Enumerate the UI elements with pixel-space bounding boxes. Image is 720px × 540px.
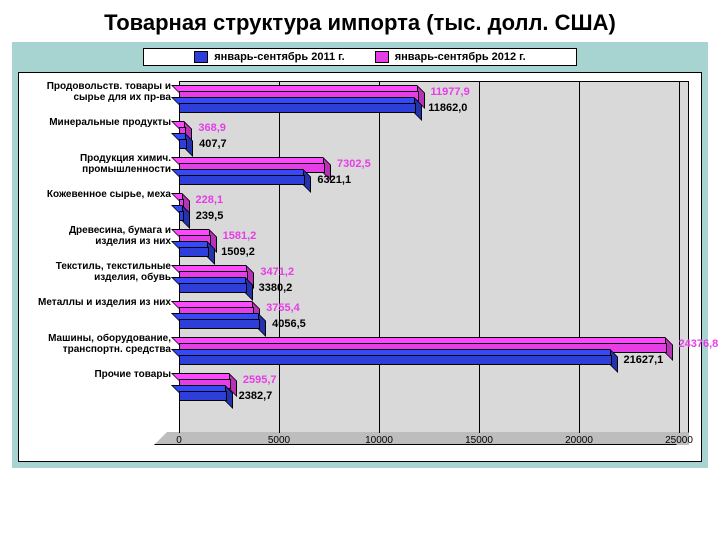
category-label: Прочие товары: [29, 369, 171, 380]
legend-label-2012: январь-сентябрь 2012 г.: [395, 51, 526, 63]
x-tick-label: 10000: [365, 435, 393, 446]
value-label-series1: 11862,0: [428, 102, 467, 114]
bar-series1: [179, 103, 416, 113]
gridline: [279, 81, 280, 433]
value-label-series1: 1509,2: [221, 246, 255, 258]
x-tick-label: 20000: [565, 435, 593, 446]
gridline: [479, 81, 480, 433]
legend-item-2012: январь-сентябрь 2012 г.: [375, 51, 526, 63]
value-label-series2: 368,9: [198, 122, 226, 134]
value-label-series2: 3471,2: [260, 266, 294, 278]
category-label: Минеральные продукты: [29, 117, 171, 128]
legend: январь-сентябрь 2011 г. январь-сентябрь …: [143, 48, 577, 66]
legend-swatch-2011: [194, 51, 208, 63]
value-label-series2: 7302,5: [337, 158, 371, 170]
category-label: Текстиль, текстильные изделия, обувь: [29, 261, 171, 283]
bar-series1: [179, 211, 184, 221]
value-label-series2: 1581,2: [223, 230, 257, 242]
plot-inner: 050001000015000200002500011977,911862,03…: [179, 81, 689, 433]
category-label: Продовольств. товары и сырье для их пр-в…: [29, 81, 171, 103]
value-label-series2: 3755,4: [266, 302, 300, 314]
bar-series1: [179, 175, 305, 185]
x-tick-label: 15000: [465, 435, 493, 446]
chart-outer-frame: январь-сентябрь 2011 г. январь-сентябрь …: [12, 42, 708, 468]
legend-item-2011: январь-сентябрь 2011 г.: [194, 51, 344, 63]
value-label-series1: 6321,1: [317, 174, 351, 186]
category-label: Кожевенное сырье, меха: [29, 189, 171, 200]
value-label-series1: 239,5: [196, 210, 224, 222]
value-label-series2: 2595,7: [243, 374, 277, 386]
bar-series1: [179, 355, 612, 365]
bar-series1: [179, 247, 209, 257]
chart-floor-face: [154, 432, 689, 445]
value-label-series2: 228,1: [196, 194, 224, 206]
value-label-series1: 2382,7: [239, 390, 273, 402]
value-label-series1: 21627,1: [624, 354, 664, 366]
category-label: Металлы и изделия из них: [29, 297, 171, 308]
x-tick-label: 25000: [665, 435, 693, 446]
legend-label-2011: январь-сентябрь 2011 г.: [214, 51, 344, 63]
x-tick-label: 0: [176, 435, 182, 446]
category-label: Машины, оборудование, транспортн. средст…: [29, 333, 171, 355]
chart-floor: [167, 433, 689, 445]
value-label-series2: 24376,8: [679, 338, 719, 350]
category-label: Продукция химич. промышленности: [29, 153, 171, 175]
bar-series1: [179, 391, 227, 401]
bar-series1: [179, 283, 247, 293]
gridline: [679, 81, 680, 433]
bar-series1: [179, 319, 260, 329]
gridline: [379, 81, 380, 433]
value-label-series1: 407,7: [199, 138, 227, 150]
legend-swatch-2012: [375, 51, 389, 63]
bar-series1: [179, 139, 187, 149]
value-label-series2: 11977,9: [431, 86, 470, 98]
gridline: [579, 81, 580, 433]
category-label: Древесина, бумага и изделия из них: [29, 225, 171, 247]
plot-area: 0 5000 10000 15000 20000 25000 11977,9 11862,0 3…: [18, 72, 702, 462]
chart-title: Товарная структура импорта (тыс. долл. С…: [0, 0, 720, 36]
x-tick-label: 5000: [268, 435, 290, 446]
value-label-series1: 3380,2: [259, 282, 293, 294]
value-label-series1: 4056,5: [272, 318, 306, 330]
